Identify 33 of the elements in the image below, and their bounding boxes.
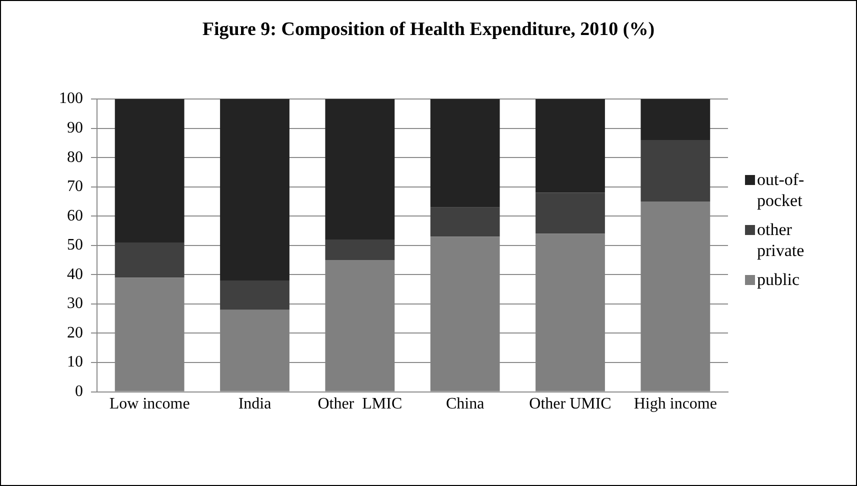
y-tick-label: 20 bbox=[67, 324, 83, 342]
y-tick-label: 0 bbox=[75, 383, 83, 400]
bar bbox=[640, 99, 710, 140]
y-tick-label: 50 bbox=[67, 236, 83, 254]
x-tick-label: Other LMIC bbox=[318, 396, 402, 413]
legend-label: out-of-pocket bbox=[757, 169, 806, 211]
y-tick-label: 100 bbox=[59, 90, 83, 108]
bar bbox=[430, 99, 500, 208]
x-tick-label: China bbox=[446, 396, 484, 413]
bar bbox=[325, 240, 395, 260]
y-tick-label: 70 bbox=[67, 178, 83, 196]
bar bbox=[220, 280, 290, 310]
legend-label: other private bbox=[757, 219, 806, 261]
y-tick-label: 80 bbox=[67, 148, 83, 166]
x-tick-label: High income bbox=[634, 396, 717, 413]
chart-title: Figure 9: Composition of Health Expenditure, 2010 (%) bbox=[201, 19, 656, 41]
y-tick-label: 40 bbox=[67, 266, 83, 283]
bar bbox=[114, 242, 184, 278]
legend-label: public bbox=[757, 269, 800, 290]
bar bbox=[114, 99, 184, 242]
y-tick-label: 30 bbox=[67, 295, 83, 312]
y-tick-label: 90 bbox=[67, 119, 83, 136]
x-tick-label: Low income bbox=[109, 396, 190, 413]
bar bbox=[430, 207, 500, 237]
bar bbox=[536, 192, 605, 234]
bar bbox=[640, 140, 710, 202]
x-tick-label: Other UMIC bbox=[529, 396, 612, 413]
bar bbox=[536, 99, 605, 193]
bar bbox=[220, 99, 290, 281]
y-tick-label: 60 bbox=[67, 207, 83, 224]
x-tick-label: India bbox=[238, 396, 272, 413]
bar bbox=[325, 99, 395, 240]
y-tick-label: 10 bbox=[67, 354, 83, 371]
